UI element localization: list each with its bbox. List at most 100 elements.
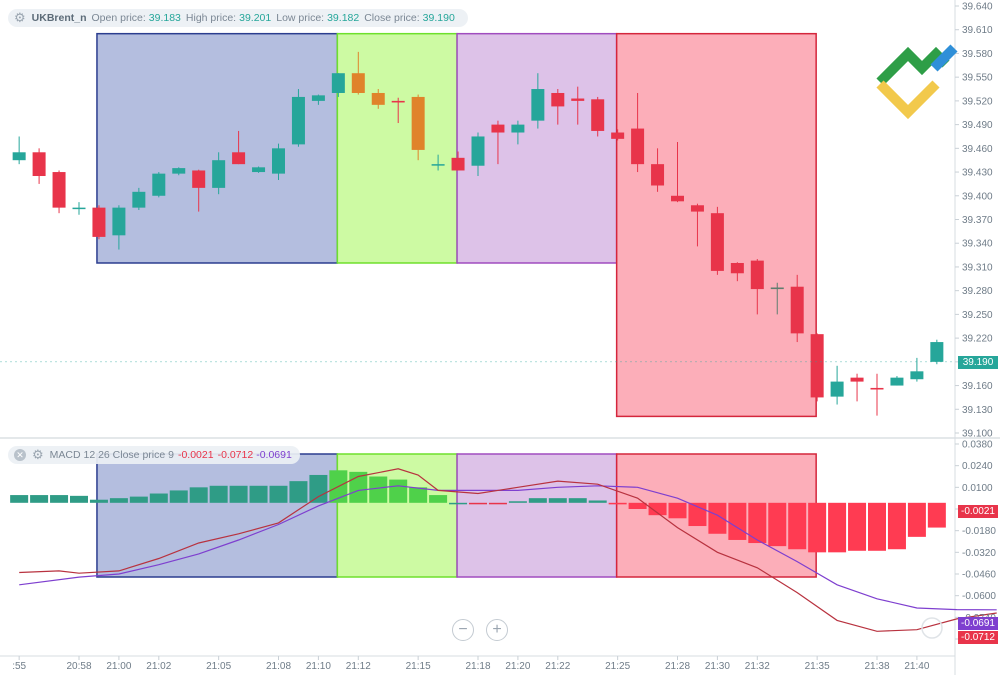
candle-body [272, 148, 285, 174]
macd-tick-label: -0.0180 [962, 526, 996, 537]
candle-body [870, 387, 884, 390]
high-value: 39.201 [239, 12, 272, 24]
macd-bar [808, 502, 827, 553]
last-price-tag: 39.190 [958, 356, 998, 369]
hist-value: -0.0691 [256, 449, 292, 461]
open-value: 39.183 [148, 12, 181, 24]
macd-zone-purple [456, 453, 618, 578]
macd-zone-blue [96, 453, 339, 578]
candle-body [371, 92, 385, 105]
price-tick-label: 39.280 [962, 286, 993, 297]
zoom-in-button[interactable]: + [486, 619, 508, 641]
candle-body [351, 73, 365, 93]
macd-bar [668, 502, 687, 519]
candle-body [311, 95, 325, 101]
macd-bar [209, 485, 228, 503]
macd-tick-label: 0.0380 [962, 440, 993, 451]
close-icon[interactable]: ✕ [14, 449, 26, 461]
macd-bar [548, 498, 567, 503]
macd-bar [409, 487, 428, 503]
gear-icon[interactable]: ⚙ [14, 10, 26, 25]
macd-bar [349, 471, 368, 503]
price-tick-label: 39.160 [962, 381, 993, 392]
price-tick-label: 39.490 [962, 120, 993, 131]
time-tick-label: 21:22 [545, 661, 570, 672]
macd-tick-label: -0.0320 [962, 548, 996, 559]
macd-bar [848, 502, 867, 551]
candle-body [750, 260, 764, 290]
time-tick-label: 21:20 [505, 661, 530, 672]
macd-bar [568, 498, 587, 503]
macd-bar [50, 495, 69, 503]
candle-body [671, 195, 684, 202]
price-tick-label: 39.340 [962, 239, 993, 250]
macd-bar [149, 493, 168, 503]
price-tick-label: 39.640 [962, 2, 993, 13]
price-tick-label: 39.610 [962, 25, 993, 36]
candle-body [92, 207, 106, 237]
time-tick-label: 21:08 [266, 661, 291, 672]
time-tick-label: 21:00 [106, 661, 131, 672]
price-tick-label: 39.520 [962, 96, 993, 107]
candle-body [810, 334, 824, 398]
candle-body [611, 132, 625, 139]
zone-green [336, 32, 458, 264]
macd-line-tag: -0.0712 [958, 631, 998, 644]
macd-bar [768, 502, 787, 547]
candle-body [192, 170, 206, 188]
macd-bar [648, 502, 667, 516]
candle-body [12, 152, 26, 161]
symbol-label: UKBrent_n [31, 12, 87, 24]
macd-bar [528, 498, 547, 503]
time-tick-label: 20:58 [66, 661, 91, 672]
candle-body [710, 213, 724, 271]
macd-bar [728, 502, 747, 540]
macd-bar [109, 498, 128, 503]
macd-bar [788, 502, 807, 550]
gear-icon[interactable]: ⚙ [32, 447, 44, 462]
macd-bar [828, 502, 847, 553]
candle-body [571, 98, 585, 101]
macd-bar [868, 502, 886, 551]
candle-body [52, 172, 66, 208]
price-tick-label: 39.580 [962, 49, 993, 60]
macd-bar [628, 502, 647, 509]
candle-body [112, 207, 126, 236]
time-tick-label: 21:40 [904, 661, 929, 672]
macd-bar [269, 485, 288, 503]
price-tick-label: 39.550 [962, 73, 993, 84]
zoom-out-button[interactable]: − [452, 619, 474, 641]
candle-body [331, 73, 345, 93]
macd-bar [488, 502, 507, 505]
macd-bar [608, 502, 627, 505]
close-value: 39.190 [422, 12, 455, 24]
macd-tick-label: 0.0100 [962, 483, 993, 494]
macd-bar [169, 490, 188, 503]
time-tick-label: 21:02 [146, 661, 171, 672]
open-label: Open price: [91, 12, 146, 24]
macd-bar [389, 479, 408, 503]
candle-body [850, 377, 864, 382]
macd-bar [588, 500, 607, 503]
price-tick-label: 39.310 [962, 262, 993, 273]
time-tick-label: :55 [12, 661, 26, 672]
time-tick-label: 21:10 [306, 661, 331, 672]
time-tick-label: 21:30 [705, 661, 730, 672]
macd-tick-label: -0.0460 [962, 570, 996, 581]
macd-tick-label: -0.0600 [962, 591, 996, 602]
macd-bar [429, 495, 448, 503]
candle-body [232, 152, 246, 165]
macd-bar [89, 499, 108, 503]
macd-bar [708, 502, 727, 534]
candle-body [411, 96, 425, 150]
candle-body [72, 207, 86, 210]
candle-body [451, 157, 465, 171]
candle-body [631, 128, 645, 165]
candle-body [32, 152, 46, 177]
candle-body [790, 286, 804, 334]
candle-body [551, 92, 565, 107]
macd-bar [469, 502, 487, 505]
macd-bar [70, 495, 88, 503]
